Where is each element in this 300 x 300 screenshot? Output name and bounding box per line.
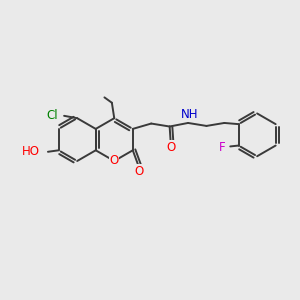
Text: O: O <box>110 154 119 167</box>
Text: O: O <box>166 141 176 154</box>
Text: HO: HO <box>22 145 40 158</box>
Text: NH: NH <box>181 107 198 121</box>
Text: Cl: Cl <box>46 109 58 122</box>
Text: O: O <box>135 165 144 178</box>
Text: F: F <box>219 140 226 154</box>
